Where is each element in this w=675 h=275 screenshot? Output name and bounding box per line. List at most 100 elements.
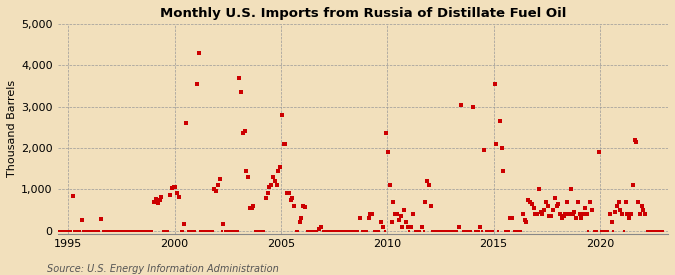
Point (182, 229, 193, 233)
Point (278, 142, 289, 146)
Point (296, 216, 306, 221)
Point (485, 229, 496, 233)
Point (216, 229, 227, 233)
Point (399, 208, 410, 212)
Point (613, 199, 624, 204)
Point (181, 121, 192, 125)
Point (462, 229, 473, 233)
Point (340, 229, 351, 233)
Point (156, 194, 167, 199)
Point (632, 199, 643, 204)
Point (404, 229, 415, 233)
Point (500, 229, 510, 233)
Point (643, 229, 654, 233)
Point (234, 75, 244, 80)
Point (346, 229, 356, 233)
Point (567, 212, 578, 216)
Point (505, 216, 516, 221)
Point (365, 212, 376, 216)
Point (381, 131, 392, 136)
Point (209, 187, 220, 191)
Point (363, 216, 374, 221)
Point (198, 229, 209, 233)
Point (544, 214, 555, 218)
Point (128, 229, 138, 233)
Point (441, 229, 452, 233)
Point (85, 229, 96, 233)
Point (205, 229, 216, 233)
Point (90, 229, 101, 233)
Point (305, 229, 316, 233)
Point (547, 208, 558, 212)
Point (221, 229, 232, 233)
Point (585, 199, 595, 204)
Point (595, 229, 606, 233)
Point (255, 229, 266, 233)
Point (502, 229, 512, 233)
Point (188, 229, 198, 233)
Point (196, 229, 207, 233)
Point (219, 229, 230, 233)
Point (553, 202, 564, 206)
Point (120, 229, 131, 233)
Point (414, 229, 425, 233)
Point (390, 212, 401, 216)
Point (445, 229, 456, 233)
Point (264, 185, 275, 189)
Point (287, 195, 298, 200)
Point (207, 229, 218, 233)
Point (239, 129, 250, 134)
Point (167, 186, 178, 191)
Point (289, 204, 300, 208)
Point (447, 229, 458, 233)
Point (211, 189, 221, 194)
Point (539, 208, 549, 212)
Point (489, 82, 500, 86)
Point (420, 199, 431, 204)
Point (482, 229, 493, 233)
Point (176, 229, 186, 233)
Point (652, 229, 663, 233)
Point (627, 183, 638, 187)
Point (308, 229, 319, 233)
Point (448, 229, 459, 233)
Point (257, 229, 268, 233)
Point (512, 229, 523, 233)
Point (53, 229, 64, 233)
Point (62, 229, 73, 233)
Point (566, 187, 576, 191)
Point (301, 229, 312, 233)
Point (63, 229, 74, 233)
Point (638, 208, 649, 212)
Point (408, 212, 418, 216)
Point (134, 229, 145, 233)
Point (495, 119, 506, 123)
Y-axis label: Thousand Barrels: Thousand Barrels (7, 80, 17, 177)
Point (87, 229, 98, 233)
Point (466, 229, 477, 233)
Point (431, 229, 441, 233)
Point (388, 199, 399, 204)
Point (97, 229, 108, 233)
Point (637, 204, 647, 208)
Point (651, 229, 661, 233)
Point (385, 183, 396, 187)
Point (572, 199, 583, 204)
Point (470, 229, 481, 233)
Point (395, 214, 406, 218)
Point (397, 224, 408, 229)
Point (218, 222, 229, 227)
Point (148, 200, 159, 204)
Point (184, 229, 195, 233)
Point (202, 229, 213, 233)
Point (51, 229, 62, 233)
Point (286, 197, 296, 202)
Point (130, 229, 140, 233)
Point (473, 229, 484, 233)
Point (549, 195, 560, 200)
Point (140, 229, 151, 233)
Point (271, 183, 282, 187)
Point (172, 191, 183, 196)
Point (654, 229, 665, 233)
Point (570, 216, 581, 221)
